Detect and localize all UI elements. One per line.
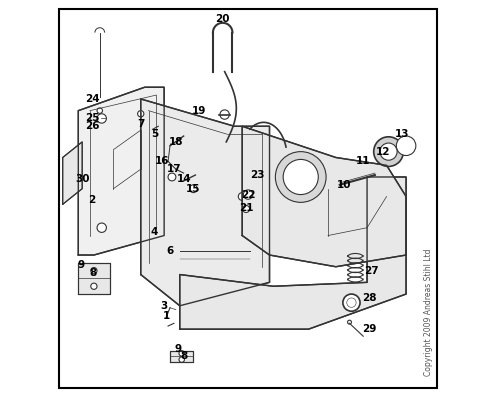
Circle shape xyxy=(97,108,102,114)
Polygon shape xyxy=(242,126,406,267)
Text: 2: 2 xyxy=(88,195,96,206)
Polygon shape xyxy=(78,263,110,294)
Circle shape xyxy=(242,206,250,213)
Circle shape xyxy=(97,223,106,232)
Circle shape xyxy=(179,351,184,356)
Circle shape xyxy=(168,173,176,181)
Text: 12: 12 xyxy=(376,147,390,157)
Text: 25: 25 xyxy=(84,114,99,123)
Text: 17: 17 xyxy=(166,164,181,174)
Text: 16: 16 xyxy=(155,156,170,166)
Text: 30: 30 xyxy=(75,174,90,184)
Polygon shape xyxy=(62,142,82,204)
Polygon shape xyxy=(140,99,270,306)
Text: 21: 21 xyxy=(239,203,254,213)
Text: 6: 6 xyxy=(166,246,173,256)
Text: 4: 4 xyxy=(150,227,158,237)
Text: 3: 3 xyxy=(160,301,168,311)
Circle shape xyxy=(190,185,198,193)
Circle shape xyxy=(91,283,97,289)
Circle shape xyxy=(148,215,157,224)
Circle shape xyxy=(348,320,352,324)
Text: 20: 20 xyxy=(216,14,230,24)
Circle shape xyxy=(380,143,397,160)
Text: 8: 8 xyxy=(90,268,97,277)
Text: 19: 19 xyxy=(192,106,206,116)
Circle shape xyxy=(283,160,318,195)
Text: 27: 27 xyxy=(364,266,378,275)
Text: 1: 1 xyxy=(162,310,170,321)
Text: 24: 24 xyxy=(84,94,100,104)
Text: 11: 11 xyxy=(356,156,370,166)
Text: 9: 9 xyxy=(78,260,85,270)
Polygon shape xyxy=(78,87,164,255)
Polygon shape xyxy=(180,177,406,329)
Text: 28: 28 xyxy=(362,293,376,303)
Text: 22: 22 xyxy=(241,189,256,200)
Text: 18: 18 xyxy=(168,137,183,147)
Text: 15: 15 xyxy=(186,184,200,194)
Circle shape xyxy=(238,193,246,200)
Text: 26: 26 xyxy=(84,121,99,131)
Text: 9: 9 xyxy=(174,344,182,354)
Polygon shape xyxy=(170,351,194,362)
Text: 10: 10 xyxy=(336,180,351,190)
Circle shape xyxy=(148,114,157,123)
Circle shape xyxy=(276,152,326,202)
Text: Copyright 2009 Andreas Stihl Ltd: Copyright 2009 Andreas Stihl Ltd xyxy=(424,248,434,376)
Text: 29: 29 xyxy=(362,324,376,334)
Circle shape xyxy=(343,294,360,311)
Circle shape xyxy=(374,137,404,167)
Text: 13: 13 xyxy=(395,129,409,139)
Text: 14: 14 xyxy=(176,174,191,184)
Circle shape xyxy=(220,110,230,119)
Circle shape xyxy=(138,111,144,117)
Circle shape xyxy=(244,190,252,199)
Circle shape xyxy=(179,357,184,362)
Text: 5: 5 xyxy=(151,129,158,139)
Circle shape xyxy=(97,114,106,123)
Circle shape xyxy=(91,268,97,274)
Circle shape xyxy=(347,298,356,307)
Circle shape xyxy=(396,136,416,156)
Text: 8: 8 xyxy=(180,351,188,362)
Text: 23: 23 xyxy=(250,170,265,180)
Text: 7: 7 xyxy=(137,119,144,129)
